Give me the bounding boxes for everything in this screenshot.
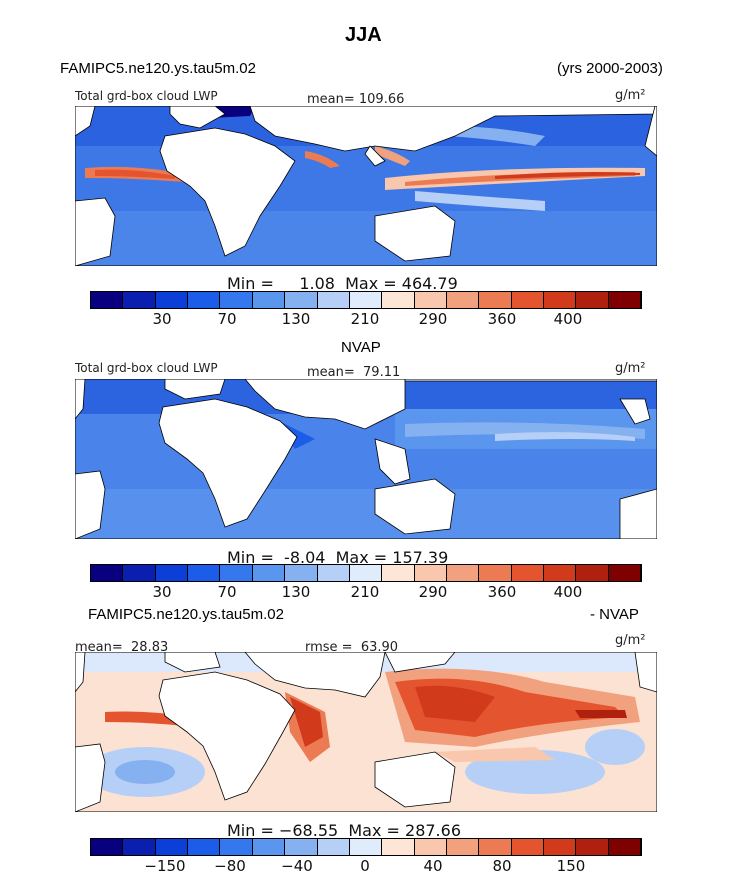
panel1-tick: 210 — [350, 310, 380, 328]
panel1-tick: 70 — [217, 310, 237, 328]
colorbar-segment — [349, 292, 383, 308]
panel2-map — [75, 379, 657, 539]
panel2-tick: 30 — [152, 583, 172, 601]
colorbar-segment — [317, 839, 350, 855]
colorbar-segment — [91, 292, 124, 308]
colorbar-segment — [608, 292, 642, 308]
panel1-tick: 290 — [418, 310, 448, 328]
panel1-variable-label: Total grd-box cloud LWP — [75, 89, 218, 103]
colorbar-segment — [479, 565, 512, 581]
colorbar-segment — [511, 565, 545, 581]
panel3-tick: −80 — [214, 857, 246, 875]
colorbar-segment — [382, 565, 415, 581]
panel3-header-left: FAMIPC5.ne120.ys.tau5m.02 — [88, 606, 284, 623]
panel2-tick: 400 — [553, 583, 583, 601]
panel2-variable-label: Total grd-box cloud LWP — [75, 361, 218, 375]
panel1-mean-label: mean= 109.66 — [307, 92, 405, 107]
panel3-map — [75, 652, 657, 812]
figure-title: JJA — [345, 24, 382, 46]
colorbar-segment — [446, 565, 480, 581]
panel3-tick: −40 — [281, 857, 313, 875]
panel1-tick: 130 — [281, 310, 311, 328]
colorbar-segment — [576, 839, 609, 855]
colorbar-segment — [414, 565, 447, 581]
colorbar-segment — [608, 565, 642, 581]
colorbar-segment — [446, 839, 480, 855]
panel2-minmax-label: Min = -8.04 Max = 157.39 — [227, 548, 449, 567]
colorbar-segment — [285, 292, 318, 308]
panel1-minmax-label: Min = 1.08 Max = 464.79 — [227, 274, 458, 293]
colorbar-segment — [123, 565, 156, 581]
panel1-map — [75, 106, 657, 266]
colorbar-segment — [123, 839, 156, 855]
panel1-tick: 360 — [487, 310, 517, 328]
panel3-tick: 40 — [423, 857, 443, 875]
colorbar-segment — [317, 565, 350, 581]
panel2-tick: 70 — [217, 583, 237, 601]
colorbar-segment — [252, 839, 286, 855]
colorbar-segment — [414, 292, 447, 308]
panel2-unit-label: g/m² — [615, 361, 646, 376]
colorbar-segment — [382, 839, 415, 855]
panel3-colorbar — [90, 838, 642, 856]
panel2-tick: 210 — [350, 583, 380, 601]
colorbar-segment — [220, 292, 253, 308]
colorbar-segment — [220, 565, 253, 581]
colorbar-segment — [220, 839, 253, 855]
colorbar-segment — [91, 565, 124, 581]
colorbar-segment — [123, 292, 156, 308]
model-name-label: FAMIPC5.ne120.ys.tau5m.02 — [60, 60, 256, 77]
colorbar-segment — [155, 292, 189, 308]
colorbar-segment — [285, 839, 318, 855]
colorbar-segment — [446, 292, 480, 308]
panel3-tick: 80 — [492, 857, 512, 875]
panel2-tick: 130 — [281, 583, 311, 601]
colorbar-segment — [479, 839, 512, 855]
colorbar-segment — [608, 839, 642, 855]
colorbar-segment — [155, 839, 189, 855]
panel1-colorbar — [90, 291, 642, 309]
panel3-mean-label: mean= 28.83 — [75, 640, 169, 655]
colorbar-segment — [252, 292, 286, 308]
colorbar-segment — [317, 292, 350, 308]
panel2-tick: 360 — [487, 583, 517, 601]
colorbar-segment — [188, 839, 221, 855]
panel3-unit-label: g/m² — [615, 633, 646, 648]
panel3-rmse-label: rmse = 63.90 — [305, 640, 399, 655]
panel3-tick: −150 — [144, 857, 186, 875]
panel2-header: NVAP — [341, 339, 381, 356]
panel1-tick: 400 — [553, 310, 583, 328]
colorbar-segment — [188, 292, 221, 308]
colorbar-segment — [511, 292, 545, 308]
colorbar-segment — [349, 839, 383, 855]
colorbar-segment — [252, 565, 286, 581]
years-label: (yrs 2000-2003) — [557, 60, 663, 77]
colorbar-segment — [544, 565, 577, 581]
colorbar-segment — [479, 292, 512, 308]
panel2-colorbar — [90, 564, 642, 582]
colorbar-segment — [382, 292, 415, 308]
colorbar-segment — [414, 839, 447, 855]
colorbar-segment — [349, 565, 383, 581]
colorbar-segment — [576, 292, 609, 308]
colorbar-segment — [544, 292, 577, 308]
panel2-tick: 290 — [418, 583, 448, 601]
colorbar-segment — [155, 565, 189, 581]
panel1-unit-label: g/m² — [615, 88, 646, 103]
panel3-tick: 150 — [556, 857, 586, 875]
colorbar-segment — [511, 839, 545, 855]
colorbar-segment — [188, 565, 221, 581]
colorbar-segment — [91, 839, 124, 855]
panel3-header-right: - NVAP — [590, 606, 639, 623]
panel2-mean-label: mean= 79.11 — [307, 365, 401, 380]
colorbar-segment — [544, 839, 577, 855]
colorbar-segment — [576, 565, 609, 581]
panel1-tick: 30 — [152, 310, 172, 328]
colorbar-segment — [285, 565, 318, 581]
panel3-minmax-label: Min = −68.55 Max = 287.66 — [227, 821, 461, 840]
panel3-tick: 0 — [360, 857, 370, 875]
